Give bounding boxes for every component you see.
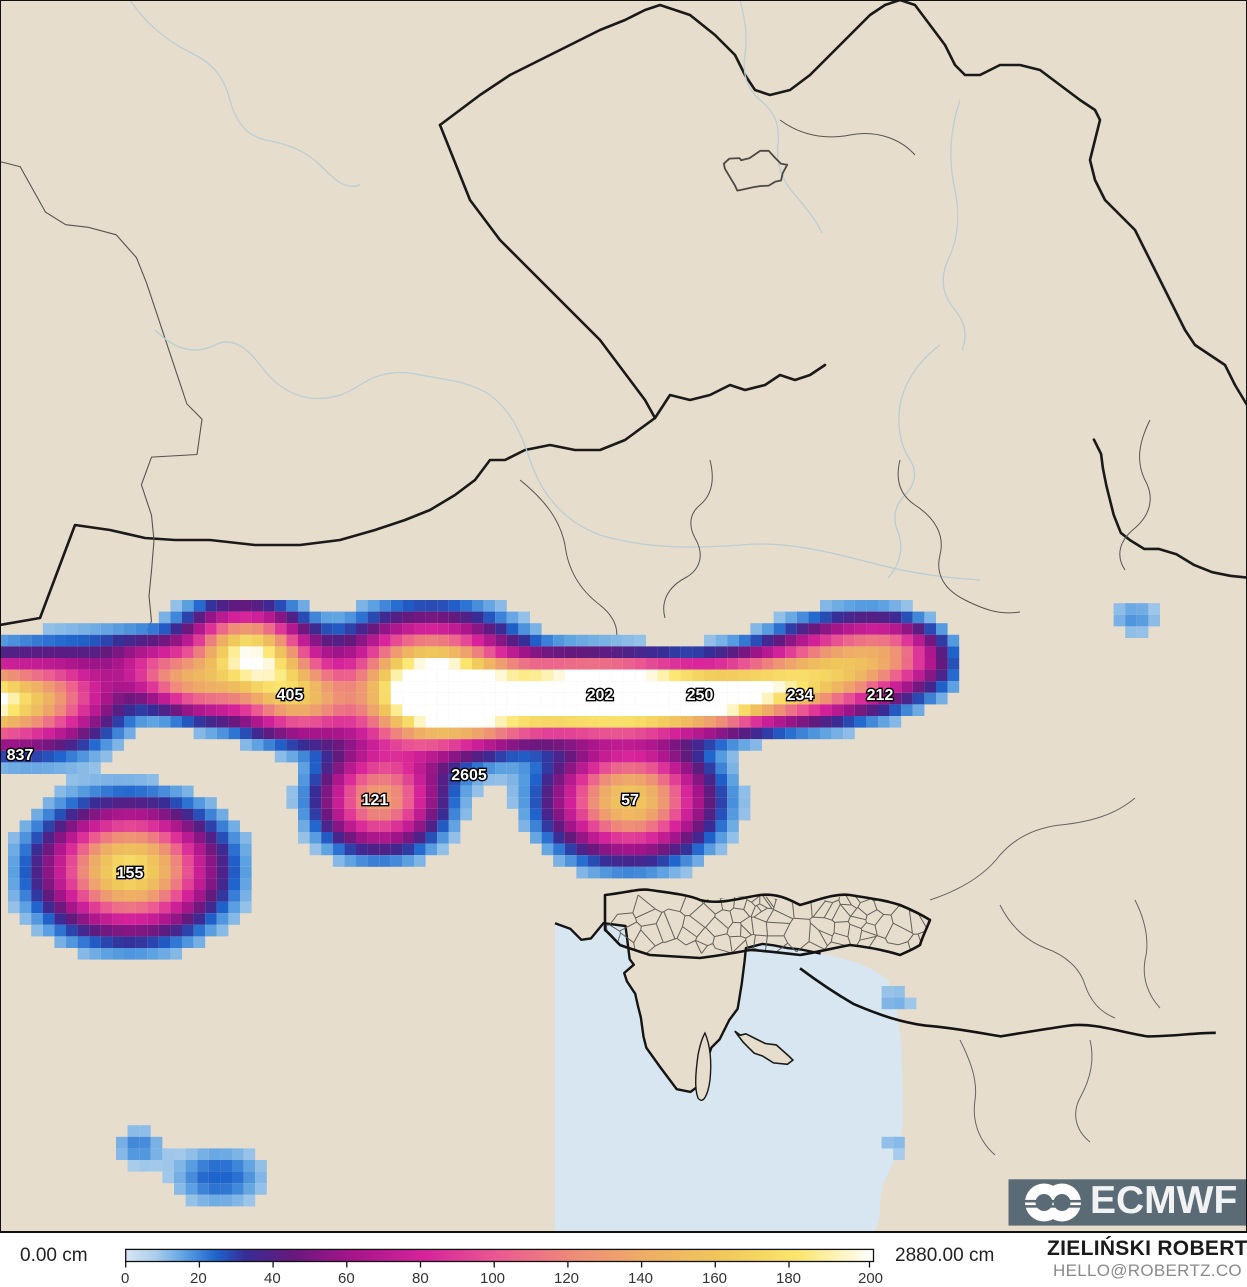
svg-text:837: 837 — [7, 747, 34, 764]
svg-text:121: 121 — [362, 792, 389, 809]
svg-text:57: 57 — [621, 792, 639, 809]
svg-text:212: 212 — [867, 687, 894, 704]
svg-text:405: 405 — [277, 687, 304, 704]
svg-text:234: 234 — [787, 687, 814, 704]
svg-text:250: 250 — [687, 687, 714, 704]
svg-text:2605: 2605 — [451, 767, 487, 784]
svg-text:155: 155 — [117, 865, 144, 882]
svg-text:202: 202 — [587, 687, 614, 704]
svg-text:ECMWF: ECMWF — [1090, 1179, 1237, 1222]
